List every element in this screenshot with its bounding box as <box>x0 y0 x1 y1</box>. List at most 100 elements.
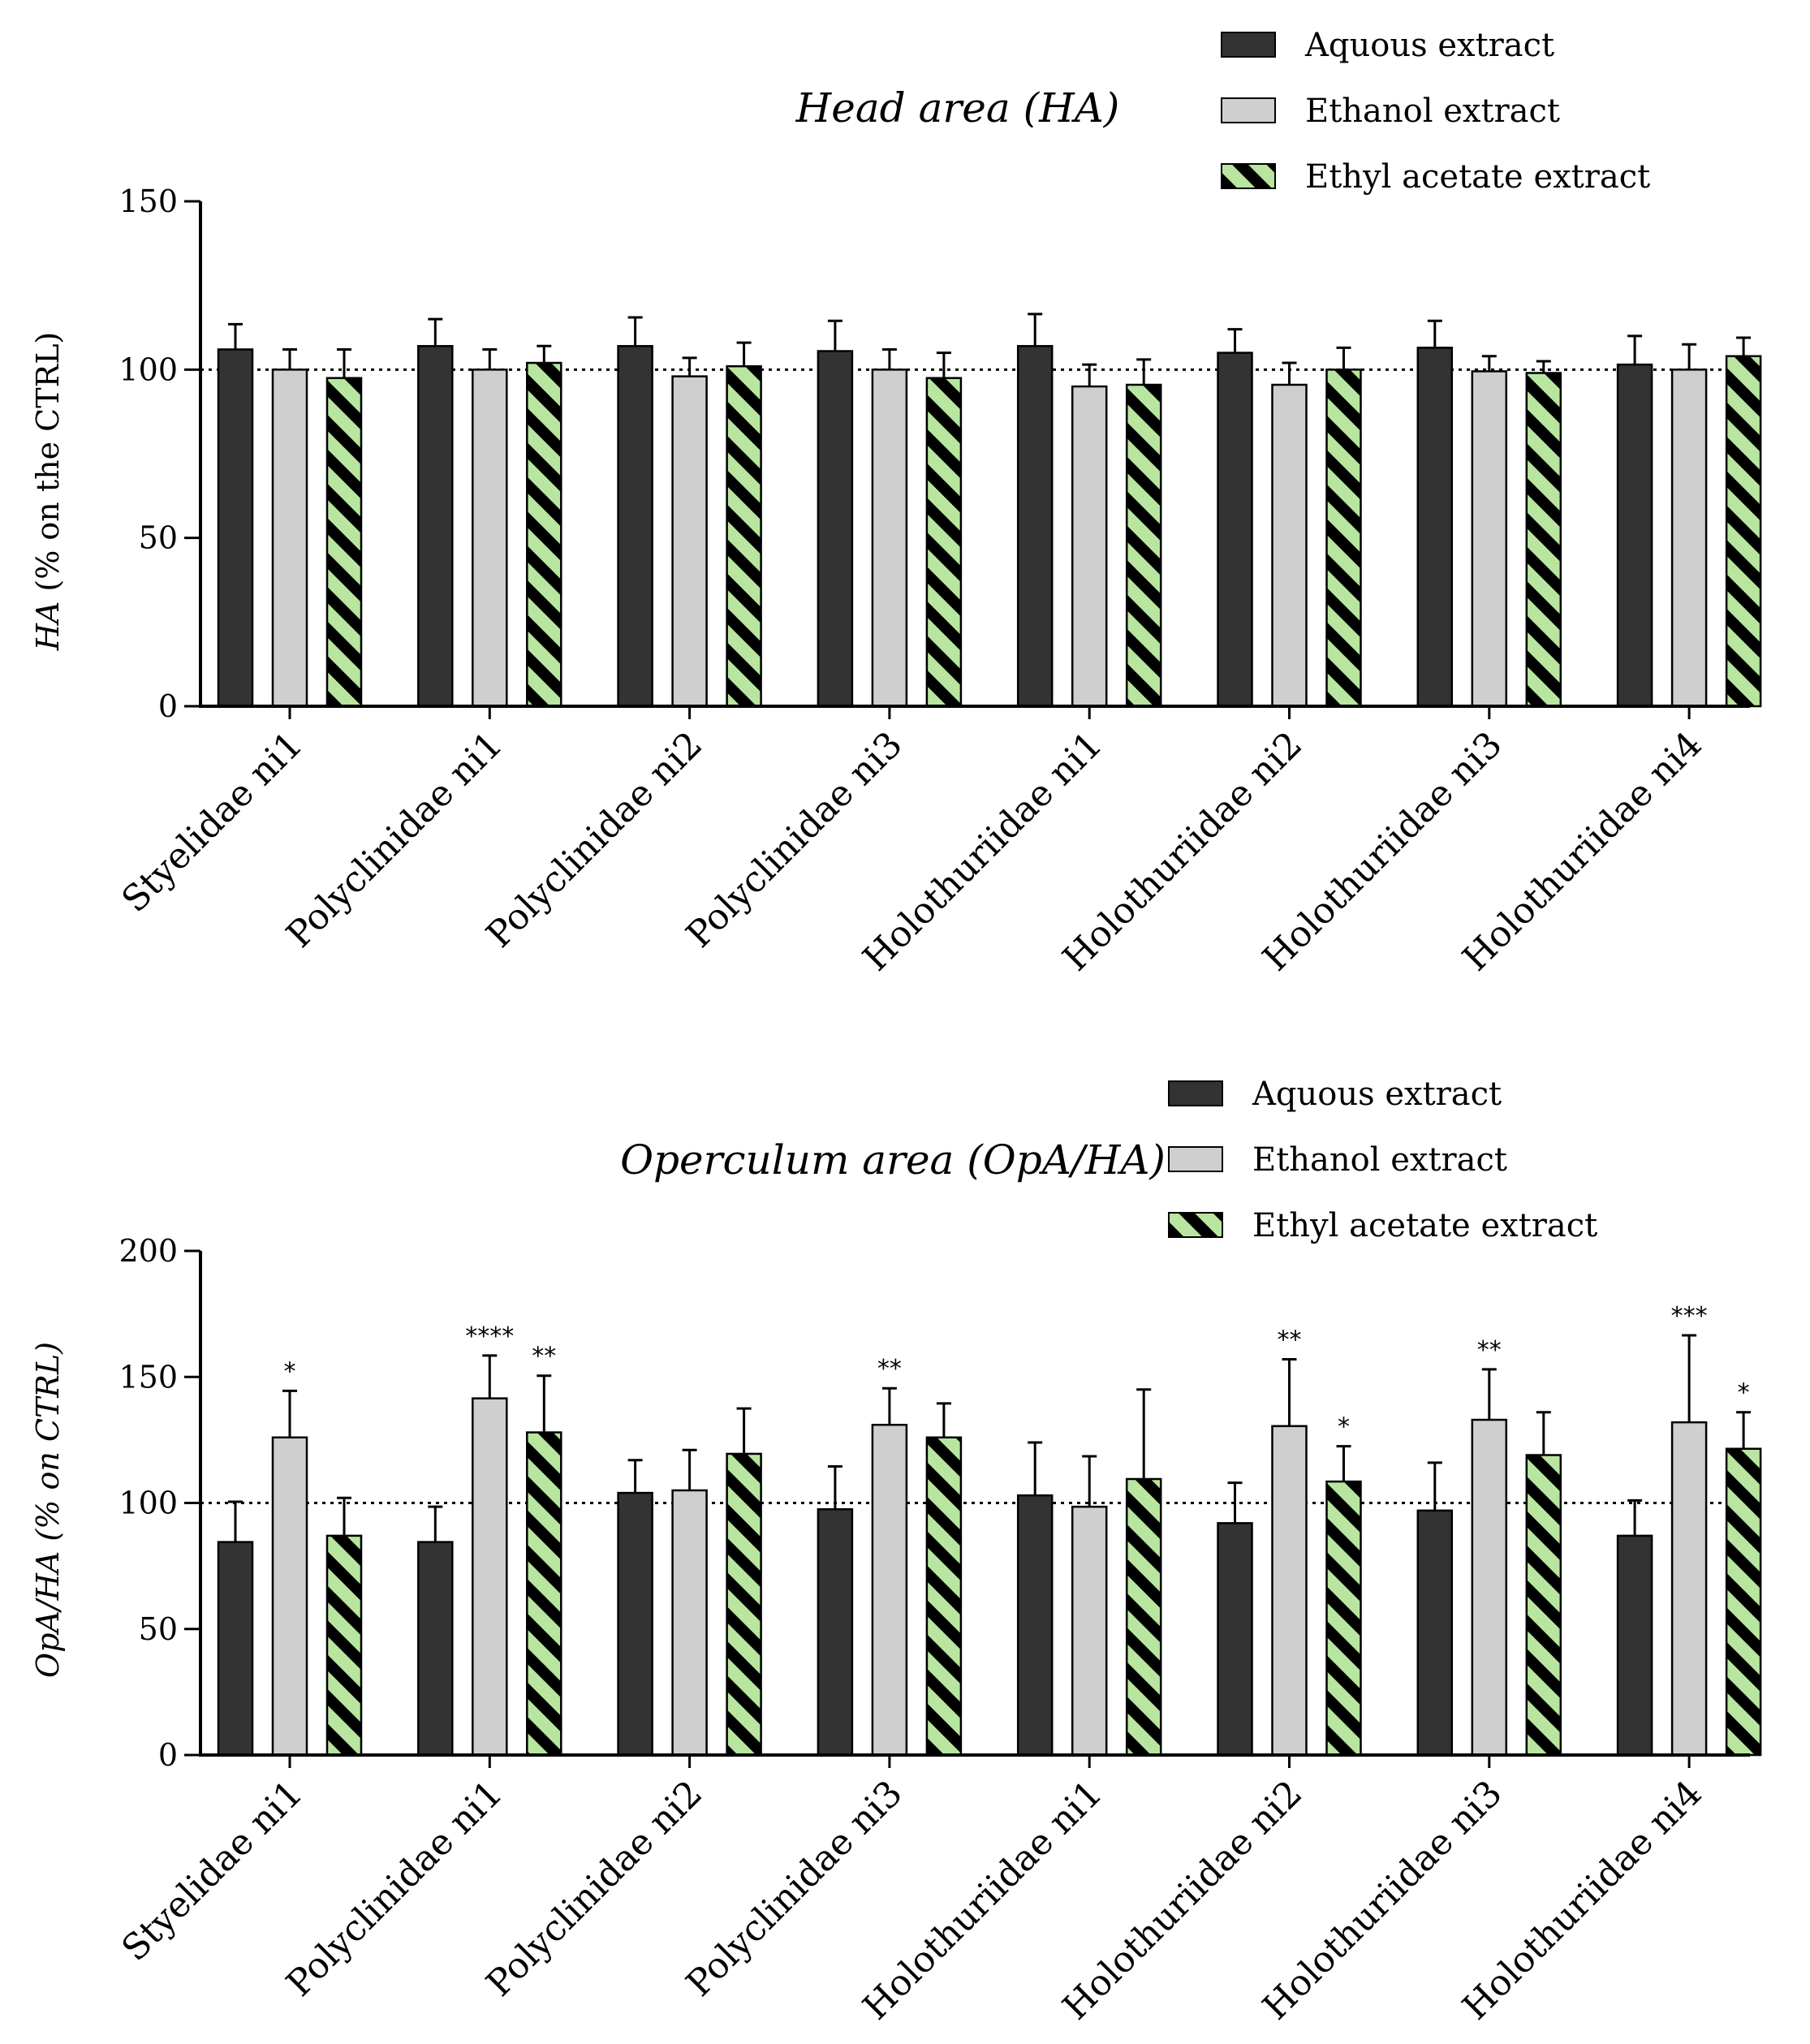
y-tick-label: 150 <box>119 183 178 219</box>
bar-ethanol <box>1670 1421 1708 1757</box>
legend-label-ethyl-acetate: Ethyl acetate extract <box>1252 1207 1597 1244</box>
y-tick-label: 200 <box>119 1233 178 1269</box>
chart-title: Operculum area (OpA/HA) <box>620 1136 1166 1184</box>
bar-aqueous <box>1016 345 1054 708</box>
bar-ethanol <box>671 375 708 708</box>
x-tick-label: Polyclinidae ni3 <box>679 724 911 956</box>
y-tick-label: 0 <box>158 1737 178 1773</box>
bar-aqueous <box>217 1541 254 1757</box>
legend-swatch-ethanol <box>1168 1146 1223 1172</box>
bar-aqueous <box>1217 351 1253 708</box>
bar-ethanol <box>1670 369 1708 708</box>
significance-label: ** <box>532 1343 556 1371</box>
significance-label: ** <box>1278 1326 1302 1355</box>
y-tick-label: 0 <box>158 688 178 724</box>
chart-operculum-area: Operculum area (OpA/HA) OpA/HA (% on CTR… <box>30 1076 1762 2028</box>
bar-aqueous <box>817 1508 854 1757</box>
significance-label: *** <box>1671 1302 1708 1330</box>
significance-label: * <box>284 1357 296 1386</box>
bar-ethyl-acetate <box>726 364 762 708</box>
bar-ethyl-acetate <box>1525 372 1562 708</box>
legend-label-aqueous: Aquous extract <box>1304 27 1554 64</box>
bar-ethyl-acetate <box>726 1452 762 1757</box>
y-axis-label: OpA/HA (% on CTRL) <box>30 1342 66 1678</box>
significance-label: * <box>1338 1413 1350 1442</box>
bar-ethyl-acetate <box>325 1534 363 1757</box>
bar-aqueous <box>817 350 854 708</box>
significance-label: ** <box>1477 1336 1502 1365</box>
bar-ethanol <box>472 1397 508 1757</box>
bar-ethyl-acetate <box>925 1436 963 1757</box>
bar-ethyl-acetate <box>1125 383 1162 708</box>
y-axis-label-rest: (% on the CTRL) <box>30 332 66 602</box>
y-axis-label-italic: OpA/HA (% on CTRL) <box>30 1342 66 1678</box>
chart-head-area: Head area (HA) HA (% on the CTRL) Aquous… <box>30 27 1762 979</box>
x-tick-label: Styelidae ni1 <box>114 724 310 921</box>
bar-aqueous <box>1416 347 1454 708</box>
bar-ethyl-acetate <box>1125 1477 1162 1757</box>
bar-ethanol <box>1271 1425 1308 1757</box>
bar-aqueous <box>1616 363 1653 708</box>
x-tick-label: Polyclinidae ni1 <box>278 724 511 956</box>
y-tick-label: 100 <box>119 1486 178 1521</box>
x-tick-label: Polyclinidae ni2 <box>479 1773 711 2005</box>
bar-aqueous <box>417 1541 454 1757</box>
significance-label: ** <box>877 1355 902 1383</box>
bar-ethyl-acetate <box>1725 355 1762 708</box>
legend-label-ethanol: Ethanol extract <box>1305 93 1560 130</box>
legend-label-ethyl-acetate: Ethyl acetate extract <box>1305 158 1650 196</box>
bar-ethanol <box>871 369 908 708</box>
y-axis-label-italic: HA <box>30 602 66 652</box>
legend-label-aqueous: Aquous extract <box>1252 1076 1502 1113</box>
bar-ethanol <box>1271 383 1308 708</box>
chart-title: Head area (HA) <box>795 84 1120 132</box>
legend-swatch-aqueous <box>1221 32 1276 58</box>
bar-ethanol <box>271 369 308 708</box>
bar-aqueous <box>1616 1534 1653 1757</box>
bar-ethanol <box>1471 1418 1508 1757</box>
bar-ethyl-acetate <box>1525 1454 1562 1757</box>
x-tick-label: Polyclinidae ni2 <box>479 724 711 956</box>
bar-ethyl-acetate <box>526 1431 562 1757</box>
bar-ethanol <box>671 1489 708 1757</box>
plot-area: *Styelidae ni1******Polyclinidae ni1Poly… <box>114 1233 1762 2028</box>
significance-label: **** <box>465 1322 514 1351</box>
bar-ethyl-acetate <box>1325 369 1362 708</box>
x-tick-label: Polyclinidae ni3 <box>679 1773 911 2005</box>
bar-ethyl-acetate <box>325 377 363 708</box>
bar-ethanol <box>271 1436 308 1757</box>
legend-swatch-ethyl-acetate <box>1168 1212 1223 1238</box>
bar-ethyl-acetate <box>1325 1480 1362 1757</box>
legend: Aquous extract Ethanol extract Ethyl ace… <box>1221 27 1650 196</box>
bar-aqueous <box>1016 1494 1054 1757</box>
bar-ethyl-acetate <box>925 377 963 708</box>
significance-label: * <box>1738 1379 1750 1408</box>
y-tick-label: 50 <box>139 520 178 556</box>
bar-ethanol <box>871 1423 908 1757</box>
bar-ethyl-acetate <box>1725 1447 1762 1757</box>
x-tick-label: Styelidae ni1 <box>114 1773 310 1969</box>
y-axis-label: HA (% on the CTRL) <box>30 332 66 652</box>
bar-aqueous <box>1416 1509 1454 1757</box>
legend-label-ethanol: Ethanol extract <box>1252 1141 1507 1179</box>
y-tick-label: 150 <box>119 1359 178 1395</box>
legend: Aquous extract Ethanol extract Ethyl ace… <box>1168 1076 1597 1244</box>
bar-ethanol <box>1071 385 1108 708</box>
y-tick-label: 100 <box>119 351 178 387</box>
legend-swatch-ethanol <box>1221 97 1276 123</box>
bar-aqueous <box>617 345 653 708</box>
bar-ethanol <box>1071 1505 1108 1757</box>
bar-aqueous <box>617 1491 653 1757</box>
x-tick-label: Polyclinidae ni1 <box>278 1773 511 2005</box>
legend-swatch-aqueous <box>1168 1080 1223 1106</box>
bar-ethanol <box>472 369 508 708</box>
legend-swatch-ethyl-acetate <box>1221 163 1276 189</box>
bar-aqueous <box>217 348 254 708</box>
bar-aqueous <box>1217 1522 1253 1757</box>
bar-ethanol <box>1471 370 1508 708</box>
y-tick-label: 50 <box>139 1611 178 1647</box>
bar-aqueous <box>417 345 454 708</box>
bar-ethyl-acetate <box>526 361 562 708</box>
